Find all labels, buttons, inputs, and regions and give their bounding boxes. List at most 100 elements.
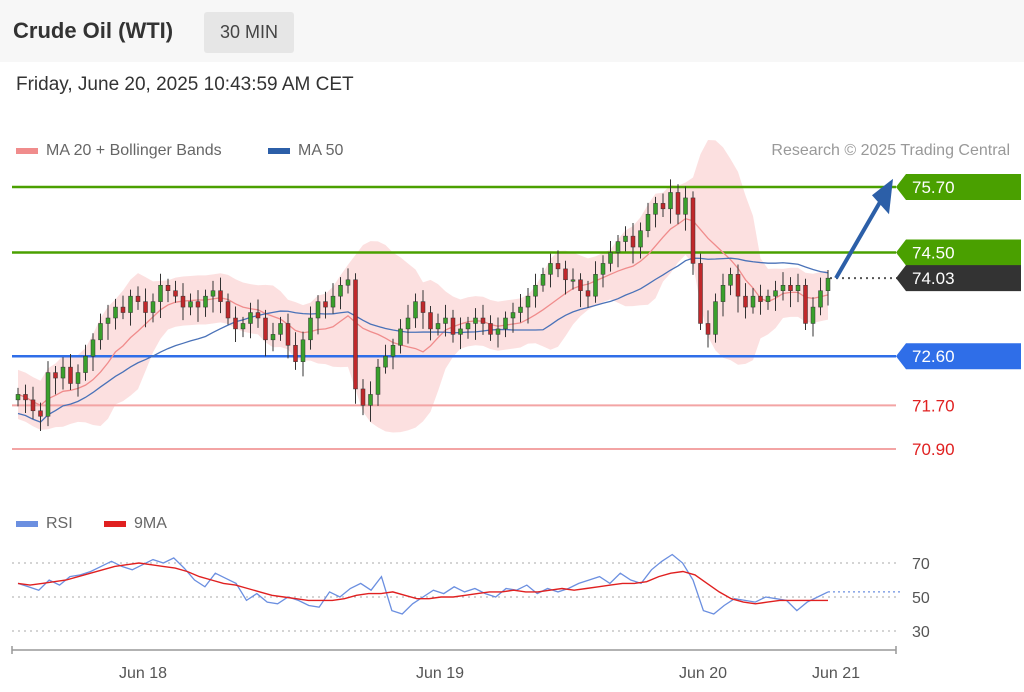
candle xyxy=(263,309,268,357)
candle-body xyxy=(690,197,696,264)
candle-body xyxy=(383,355,388,368)
candle-body xyxy=(150,301,156,313)
candle xyxy=(443,304,448,337)
candle-body xyxy=(563,268,568,281)
candle xyxy=(465,316,471,339)
candle xyxy=(818,277,823,316)
x-tick-label: Jun 18 xyxy=(119,665,167,682)
level-label-70-90: 70.90 xyxy=(912,440,955,459)
candle xyxy=(225,293,231,325)
candle xyxy=(600,255,606,288)
candle-body xyxy=(285,323,291,346)
candle xyxy=(525,287,531,324)
candle-body xyxy=(435,323,441,330)
candle-body xyxy=(803,285,808,324)
candle-body xyxy=(645,214,651,231)
candle xyxy=(90,333,96,371)
candle-body xyxy=(390,345,396,357)
ma9-swatch xyxy=(104,521,126,527)
candle xyxy=(690,191,696,275)
candle xyxy=(413,293,418,328)
candle xyxy=(698,253,703,331)
candle-body xyxy=(83,355,88,373)
candle-body xyxy=(750,295,756,308)
candle-body xyxy=(165,285,171,291)
candle-body xyxy=(705,323,711,335)
candle-body xyxy=(68,366,73,384)
candle-body xyxy=(113,306,118,319)
candle xyxy=(608,241,613,272)
candle-body xyxy=(518,306,523,313)
candle xyxy=(735,264,741,313)
timeframe-button[interactable]: 30 MIN xyxy=(204,12,294,53)
candle xyxy=(83,344,88,381)
candle-body xyxy=(120,306,126,313)
candle xyxy=(105,304,111,340)
candle xyxy=(315,295,321,335)
candle-body xyxy=(180,295,186,308)
candle xyxy=(578,273,583,308)
candle xyxy=(570,268,576,290)
level-tag-74-50: 74.50 xyxy=(896,239,1021,266)
candle xyxy=(293,332,298,370)
candle xyxy=(158,273,163,318)
candle xyxy=(713,293,718,343)
candle xyxy=(510,302,516,333)
candle-body xyxy=(105,317,111,324)
candle xyxy=(788,277,793,308)
candle-body xyxy=(15,394,21,401)
candle xyxy=(743,283,748,319)
candle xyxy=(638,222,643,259)
candle-body xyxy=(38,410,43,417)
candle-body xyxy=(773,290,778,297)
candle xyxy=(795,273,801,303)
candle-body xyxy=(158,285,163,302)
candle xyxy=(173,280,178,303)
candle-body xyxy=(30,399,36,412)
candle-body xyxy=(660,203,666,210)
candle xyxy=(668,179,673,224)
candle xyxy=(645,202,651,238)
candle-body xyxy=(428,312,433,330)
level-tag-text: 74.50 xyxy=(912,244,955,263)
candle-body xyxy=(398,328,403,346)
candle xyxy=(435,313,441,336)
candle-body xyxy=(743,295,748,308)
candle xyxy=(540,267,546,292)
candle-body xyxy=(623,235,628,242)
candle-body xyxy=(713,301,718,335)
candle xyxy=(60,357,66,390)
timestamp: Friday, June 20, 2025 10:43:59 AM CET xyxy=(16,74,354,95)
candle-body xyxy=(218,290,223,302)
candle xyxy=(428,305,433,341)
candle xyxy=(75,364,81,397)
level-tag-74-03: 74.03 xyxy=(896,265,1021,292)
candle-body xyxy=(788,285,793,291)
candle xyxy=(53,366,58,395)
legend-ma20: MA 20 + Bollinger Bands xyxy=(16,142,222,160)
candle-body xyxy=(465,323,471,330)
forecast-arrow-head xyxy=(872,178,893,215)
candle-body xyxy=(473,317,478,324)
candle-body xyxy=(195,301,201,308)
candle-body xyxy=(293,345,298,362)
candle-body xyxy=(510,312,516,319)
instrument-title: Crude Oil (WTI) xyxy=(13,18,174,43)
candle-body xyxy=(765,295,771,302)
candle-body xyxy=(263,317,268,341)
candle-body xyxy=(503,317,508,330)
x-tick-label: Jun 20 xyxy=(679,665,727,682)
candle-body xyxy=(810,306,816,324)
level-tag-text: 72.60 xyxy=(912,347,955,366)
candle-body xyxy=(525,295,531,308)
candle xyxy=(128,289,133,326)
candle xyxy=(285,313,291,359)
candle-body xyxy=(795,285,801,291)
level-tag-shape xyxy=(896,343,1021,370)
candle xyxy=(38,402,43,431)
candle-body xyxy=(585,290,591,297)
candle xyxy=(503,311,508,338)
level-tag-72-60: 72.60 xyxy=(896,343,1021,370)
candle-body xyxy=(368,394,373,406)
candle-body xyxy=(458,328,463,335)
